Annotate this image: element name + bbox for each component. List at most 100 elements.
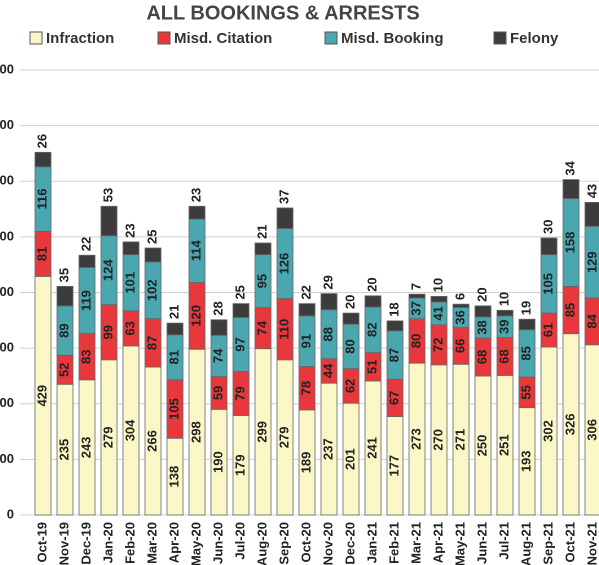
x-tick-label: Dec-19 <box>78 522 93 565</box>
value-label: 38 <box>474 320 489 334</box>
value-label: 61 <box>540 323 555 337</box>
y-tick-label: 100 <box>0 451 14 466</box>
value-label: 81 <box>166 350 181 364</box>
bar-segment <box>166 322 184 336</box>
value-label: 89 <box>56 323 71 337</box>
value-label: 124 <box>100 259 115 281</box>
value-label: 179 <box>232 454 247 476</box>
value-label: 271 <box>452 429 467 451</box>
value-label: 189 <box>298 452 313 474</box>
value-label: 99 <box>100 325 115 339</box>
value-label: 63 <box>122 321 137 335</box>
value-label: 138 <box>166 466 181 488</box>
x-tick-label: Jan-21 <box>364 522 379 563</box>
value-label: 68 <box>496 349 511 363</box>
x-tick-label: Nov-19 <box>56 522 71 565</box>
value-label: 23 <box>188 188 203 202</box>
value-label: 20 <box>474 287 489 301</box>
value-label: 85 <box>562 303 577 317</box>
bar-segment <box>540 237 558 256</box>
legend-label: Misd. Booking <box>341 30 444 47</box>
value-label: 37 <box>408 301 423 315</box>
value-label: 10 <box>430 278 445 292</box>
bar-segment <box>584 201 599 227</box>
value-label: 22 <box>78 237 93 251</box>
value-label: 43 <box>584 184 599 198</box>
bar-segment <box>430 295 448 303</box>
y-tick-label: 200 <box>0 395 14 410</box>
bar-segment <box>254 242 272 256</box>
value-label: 85 <box>518 346 533 360</box>
value-label: 18 <box>386 302 401 316</box>
value-label: 20 <box>364 277 379 291</box>
x-tick-label: Sep-20 <box>276 522 291 565</box>
value-label: 23 <box>122 223 137 237</box>
x-tick-label: Jul-20 <box>232 522 247 560</box>
x-tick-label: Nov-21 <box>584 522 599 565</box>
legend-swatch <box>493 31 507 45</box>
value-label: 21 <box>254 225 269 239</box>
value-label: 35 <box>56 268 71 282</box>
value-label: 80 <box>408 334 423 348</box>
value-label: 95 <box>254 274 269 288</box>
value-label: 55 <box>518 385 533 399</box>
value-label: 193 <box>518 450 533 472</box>
value-label: 304 <box>122 419 137 441</box>
x-tick-label: Jul-21 <box>496 522 511 560</box>
bar-segment <box>276 207 294 229</box>
value-label: 66 <box>452 339 467 353</box>
value-label: 51 <box>364 360 379 374</box>
x-tick-label: Aug-21 <box>518 522 533 565</box>
value-label: 235 <box>56 439 71 461</box>
value-label: 326 <box>562 413 577 435</box>
value-label: 7 <box>408 283 423 290</box>
x-tick-label: Oct-21 <box>562 522 577 562</box>
value-label: 52 <box>56 363 71 377</box>
bar-segment <box>408 293 426 299</box>
value-label: 243 <box>78 437 93 459</box>
x-tick-label: Mar-20 <box>144 522 159 564</box>
value-label: 82 <box>364 323 379 337</box>
value-label: 105 <box>540 273 555 295</box>
value-label: 68 <box>474 350 489 364</box>
value-label: 26 <box>34 134 49 148</box>
value-label: 110 <box>276 319 291 340</box>
chart-title: ALL BOOKINGS & ARRESTS <box>146 2 419 24</box>
value-label: 87 <box>386 348 401 362</box>
value-label: 302 <box>540 420 555 442</box>
bar-segment <box>122 241 140 256</box>
value-label: 28 <box>210 301 225 315</box>
bar-segment <box>100 205 118 237</box>
value-label: 201 <box>342 448 357 470</box>
value-label: 80 <box>342 339 357 353</box>
value-label: 250 <box>474 435 489 457</box>
bar-segment <box>342 312 360 325</box>
value-label: 79 <box>232 386 247 400</box>
value-label: 114 <box>188 240 203 262</box>
x-tick-label: Nov-20 <box>320 522 335 565</box>
bar-segment <box>56 285 74 307</box>
value-label: 72 <box>430 338 445 352</box>
value-label: 10 <box>496 292 511 306</box>
y-tick-label: 400 <box>0 284 14 299</box>
value-label: 119 <box>78 290 93 311</box>
value-label: 30 <box>540 220 555 234</box>
y-tick-label: 500 <box>0 228 14 243</box>
value-label: 105 <box>166 398 181 420</box>
value-label: 306 <box>584 419 599 441</box>
y-tick-label: 800 <box>0 61 14 76</box>
value-label: 34 <box>562 160 577 175</box>
value-label: 37 <box>276 189 291 203</box>
value-label: 53 <box>100 188 115 202</box>
value-label: 22 <box>298 285 313 299</box>
x-tick-label: Mar-21 <box>408 522 423 564</box>
value-label: 158 <box>562 232 577 254</box>
x-tick-label: May-21 <box>452 522 467 565</box>
x-tick-label: Jun-20 <box>210 522 225 564</box>
bar-segment <box>364 295 382 308</box>
value-label: 62 <box>342 379 357 393</box>
bar-segment <box>34 151 52 168</box>
legend-swatch <box>157 31 171 45</box>
x-tick-label: Oct-20 <box>298 522 313 562</box>
